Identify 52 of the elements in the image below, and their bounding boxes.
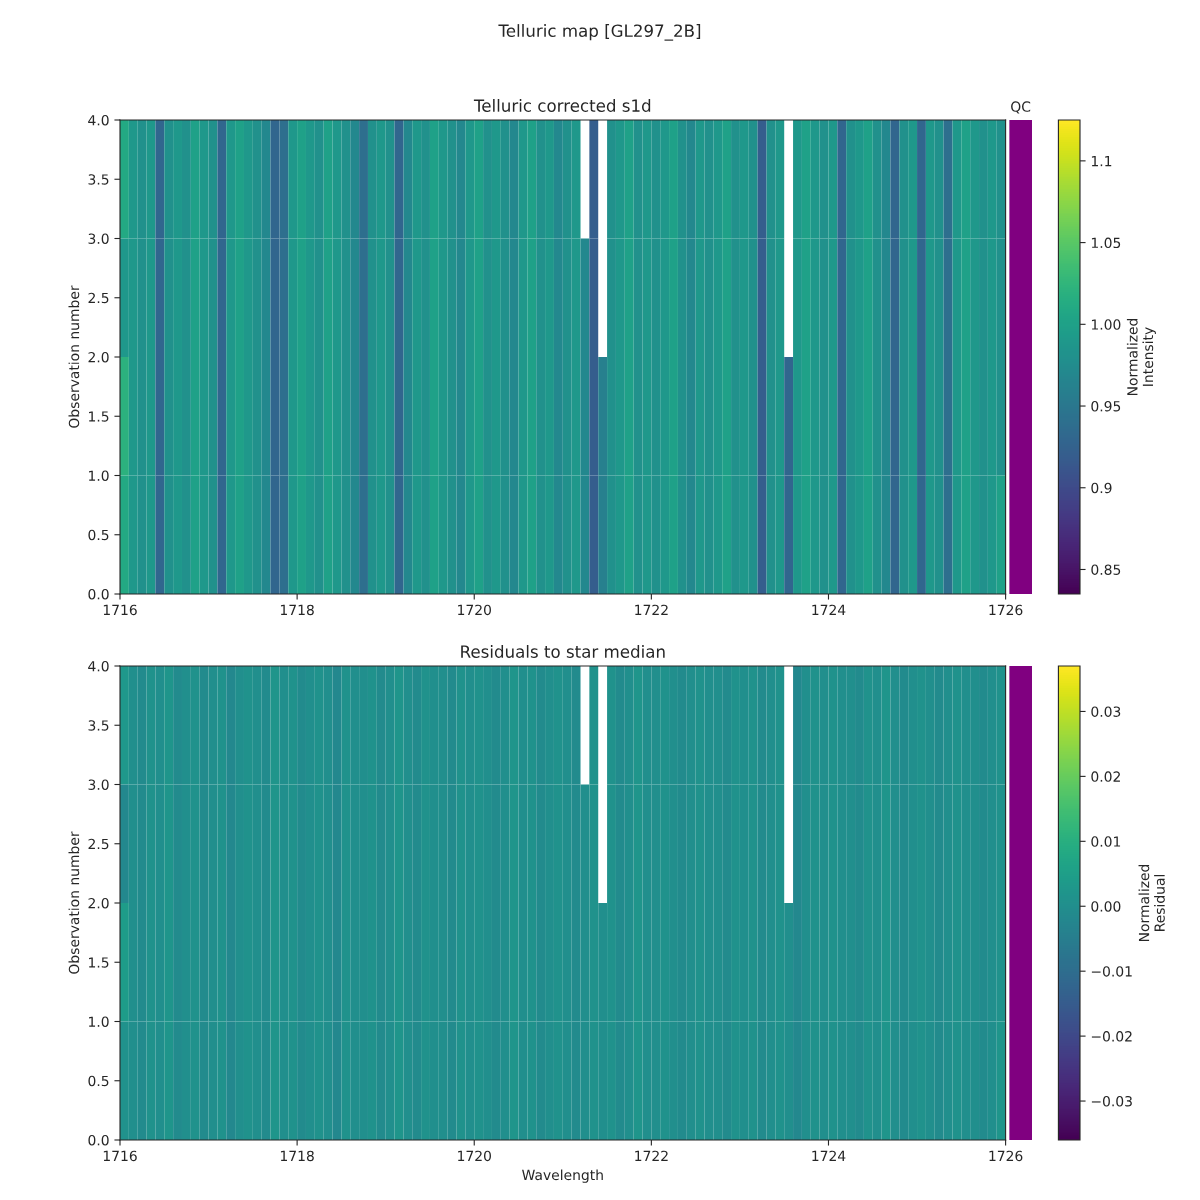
color-bar-label: 0.02 xyxy=(1091,771,1120,782)
y-tick-label: 2.5 xyxy=(88,838,109,850)
x-tick-label: 1720 xyxy=(458,604,491,616)
x-axis-title: Wavelength xyxy=(522,1169,603,1183)
color-bar-title: Normalized Residual xyxy=(1138,864,1165,942)
x-tick-label: 1722 xyxy=(635,604,668,615)
y-axis-title: Observation number xyxy=(68,285,80,428)
color-bar-title: Normalized Intensity xyxy=(1126,318,1156,396)
y-tick-label: 0.0 xyxy=(88,588,109,600)
y-tick-label: 1.0 xyxy=(89,1016,109,1027)
y-tick-label: 0.5 xyxy=(88,1075,109,1087)
y-axis-title: Observation number xyxy=(68,831,80,974)
y-tick-label: 3.5 xyxy=(88,174,109,185)
x-tick-label: 1722 xyxy=(635,1150,668,1161)
color-bar-label: −0.02 xyxy=(1091,1031,1132,1042)
chart-title: Telluric corrected s1d xyxy=(473,99,651,112)
y-tick-label: 4.0 xyxy=(88,660,109,672)
y-tick-label: 1.5 xyxy=(89,411,109,422)
x-tick-label: 1724 xyxy=(812,1150,846,1161)
color-bar-label: 0.01 xyxy=(1091,836,1121,847)
color-bar-label: 0.85 xyxy=(1091,564,1121,575)
y-tick-label: 2.0 xyxy=(88,897,109,909)
x-tick-label: 1718 xyxy=(280,1150,314,1162)
x-tick-label: 1720 xyxy=(458,1150,491,1162)
color-bar-label: 0.00 xyxy=(1091,901,1121,912)
y-tick-label: 4.0 xyxy=(88,114,109,126)
color-bar-label: 1.00 xyxy=(1091,319,1121,330)
color-bar-label: 0.95 xyxy=(1091,401,1121,412)
chart-title: Residuals to star median xyxy=(461,645,665,658)
y-tick-label: 0.5 xyxy=(88,529,109,541)
y-tick-label: 1.5 xyxy=(89,957,109,968)
y-tick-label: 3.0 xyxy=(88,233,109,244)
color-bar-label: −0.01 xyxy=(1091,966,1132,977)
y-tick-label: 3.0 xyxy=(88,779,109,790)
x-tick-label: 1724 xyxy=(812,604,846,615)
text: QC xyxy=(1011,101,1031,114)
y-tick-label: 3.5 xyxy=(88,720,109,731)
color-bar-label: 0.9 xyxy=(1091,482,1112,494)
color-bar-label: 1.1 xyxy=(1091,156,1112,167)
x-tick-label: 1718 xyxy=(280,604,314,616)
color-bar-label: 0.03 xyxy=(1091,706,1121,717)
color-bar-label: 1.05 xyxy=(1091,237,1121,249)
x-tick-label: 1726 xyxy=(989,604,1023,616)
text: Telluric map [GL297_2B] xyxy=(498,24,701,41)
y-tick-label: 0.0 xyxy=(88,1134,109,1146)
x-tick-label: 1716 xyxy=(103,604,137,616)
y-tick-label: 2.5 xyxy=(88,292,109,304)
x-tick-label: 1726 xyxy=(989,1150,1023,1162)
y-tick-label: 1.0 xyxy=(89,470,109,481)
color-bar-label: −0.03 xyxy=(1091,1096,1132,1107)
x-tick-label: 1716 xyxy=(103,1150,137,1162)
y-tick-label: 2.0 xyxy=(88,351,109,363)
